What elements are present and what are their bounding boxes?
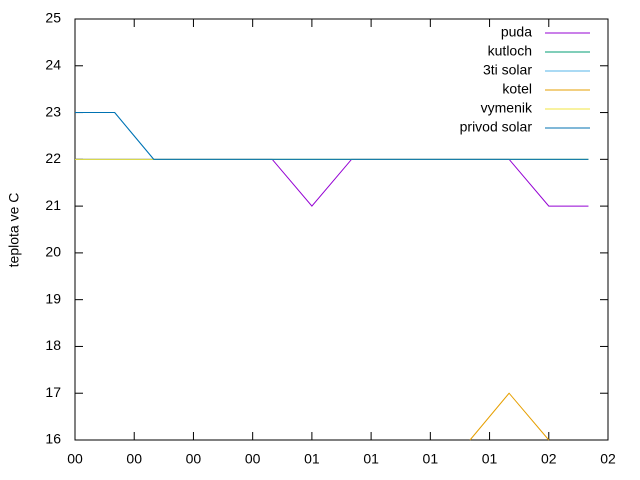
y-tick-label: 18 <box>45 337 61 353</box>
y-tick-label: 24 <box>45 56 61 72</box>
series-line <box>75 112 589 160</box>
y-tick-label: 22 <box>45 150 61 166</box>
y-tick-label: 23 <box>45 103 61 119</box>
x-tick-label: 00 <box>126 451 142 467</box>
x-tick-label: 00 <box>67 451 83 467</box>
legend-label: 3ti solar <box>483 62 532 78</box>
y-tick-label: 21 <box>45 197 61 213</box>
legend-label: kotel <box>502 81 532 97</box>
x-tick-label: 02 <box>600 451 616 467</box>
y-tick-label: 20 <box>45 244 61 260</box>
legend-label: privod solar <box>460 119 533 135</box>
x-tick-label: 01 <box>363 451 379 467</box>
x-tick-label: 01 <box>423 451 439 467</box>
legend-label: vymenik <box>481 100 533 116</box>
x-tick-label: 01 <box>482 451 498 467</box>
x-tick-label: 00 <box>186 451 202 467</box>
legend-label: puda <box>501 24 532 40</box>
y-tick-label: 25 <box>45 10 61 26</box>
legend-label: kutloch <box>488 43 532 59</box>
series-line <box>75 158 589 207</box>
series-line <box>469 392 550 441</box>
y-tick-label: 19 <box>45 290 61 306</box>
y-tick-label: 16 <box>45 431 61 447</box>
x-tick-label: 00 <box>245 451 261 467</box>
y-axis-label: teplota ve C <box>6 193 22 268</box>
y-tick-label: 17 <box>45 384 61 400</box>
x-tick-label: 02 <box>541 451 557 467</box>
x-tick-label: 01 <box>304 451 320 467</box>
plot-border <box>74 18 609 441</box>
